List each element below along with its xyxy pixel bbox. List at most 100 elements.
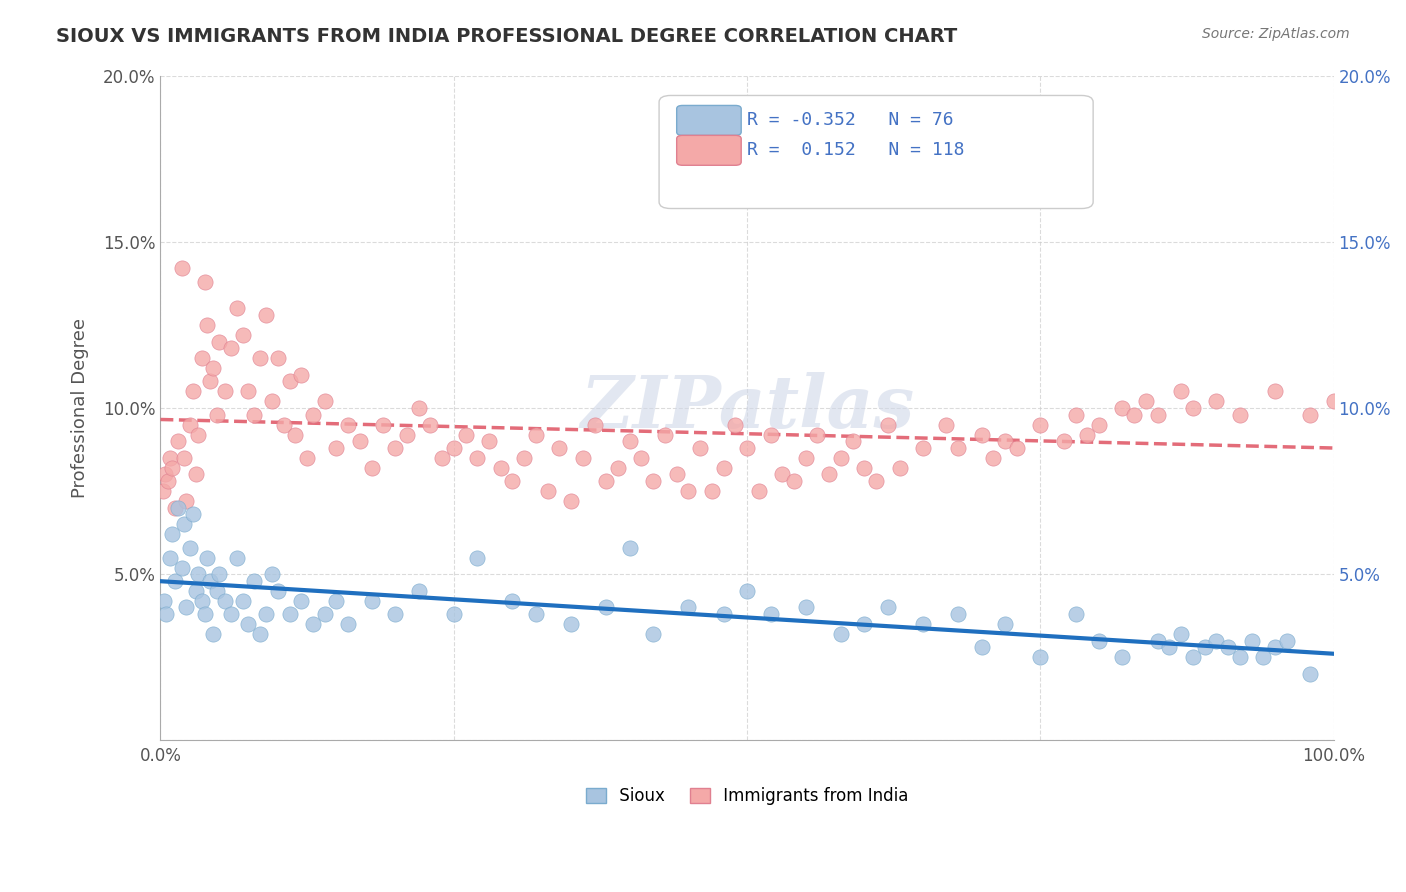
Point: [190, 594, 212, 608]
Point: [295, 450, 318, 465]
Point: [163, 500, 186, 515]
Point: [214, 384, 236, 399]
Point: [583, 417, 606, 432]
Point: [337, 617, 360, 632]
Point: [1229, 650, 1251, 665]
Point: [560, 617, 582, 632]
Point: [314, 607, 336, 621]
Text: Source: ZipAtlas.com: Source: ZipAtlas.com: [1202, 27, 1350, 41]
Point: [1064, 408, 1087, 422]
Point: [238, 617, 260, 632]
Point: [155, 607, 177, 621]
Point: [465, 550, 488, 565]
Point: [194, 607, 217, 621]
Point: [948, 607, 970, 621]
Point: [572, 450, 595, 465]
Point: [1216, 640, 1239, 655]
Point: [1181, 401, 1204, 415]
Point: [219, 607, 242, 621]
Point: [1299, 667, 1322, 681]
Point: [419, 417, 441, 432]
Point: [156, 474, 179, 488]
Point: [176, 600, 198, 615]
Point: [1381, 394, 1403, 409]
Point: [560, 494, 582, 508]
Point: [713, 607, 735, 621]
Point: [197, 318, 219, 332]
Point: [187, 567, 209, 582]
Point: [249, 627, 271, 641]
Point: [1088, 633, 1111, 648]
Point: [278, 375, 301, 389]
Point: [202, 361, 225, 376]
Point: [548, 441, 571, 455]
Point: [1159, 640, 1181, 655]
Point: [1170, 627, 1192, 641]
FancyBboxPatch shape: [676, 136, 741, 165]
Point: [302, 617, 325, 632]
Point: [513, 450, 536, 465]
Point: [1264, 640, 1286, 655]
Point: [249, 351, 271, 365]
Point: [183, 508, 205, 522]
Point: [841, 434, 863, 449]
Point: [948, 441, 970, 455]
Point: [179, 417, 201, 432]
Legend:  Sioux,  Immigrants from India: Sioux, Immigrants from India: [579, 780, 915, 812]
Point: [302, 408, 325, 422]
Point: [267, 583, 290, 598]
Point: [970, 427, 993, 442]
Point: [700, 484, 723, 499]
Point: [983, 450, 1005, 465]
Point: [524, 607, 547, 621]
Point: [349, 434, 371, 449]
Point: [202, 627, 225, 641]
Point: [232, 594, 254, 608]
Point: [759, 607, 782, 621]
Point: [152, 484, 174, 499]
Point: [501, 474, 523, 488]
Point: [1369, 408, 1392, 422]
Point: [384, 607, 406, 621]
Point: [1029, 650, 1052, 665]
Point: [783, 474, 806, 488]
Point: [167, 434, 190, 449]
Point: [1170, 384, 1192, 399]
Point: [876, 417, 898, 432]
Point: [665, 467, 688, 482]
Point: [384, 441, 406, 455]
Text: R = -0.352   N = 76: R = -0.352 N = 76: [747, 112, 953, 129]
Point: [654, 427, 676, 442]
Point: [267, 351, 290, 365]
Point: [160, 527, 183, 541]
Point: [325, 594, 347, 608]
Point: [735, 441, 758, 455]
Point: [759, 427, 782, 442]
Point: [630, 450, 652, 465]
Point: [198, 375, 221, 389]
Point: [853, 460, 876, 475]
Point: [1264, 384, 1286, 399]
Point: [179, 541, 201, 555]
Point: [190, 351, 212, 365]
Point: [524, 427, 547, 442]
Point: [337, 417, 360, 432]
Point: [443, 607, 465, 621]
Point: [1135, 394, 1157, 409]
Point: [489, 460, 512, 475]
Point: [1076, 427, 1098, 442]
Point: [748, 484, 770, 499]
FancyBboxPatch shape: [659, 95, 1092, 209]
Point: [1005, 441, 1028, 455]
Point: [465, 450, 488, 465]
Point: [208, 567, 231, 582]
Point: [1358, 401, 1381, 415]
Point: [208, 334, 231, 349]
Point: [1181, 650, 1204, 665]
Point: [1393, 384, 1406, 399]
Point: [214, 594, 236, 608]
Point: [290, 594, 312, 608]
Point: [198, 574, 221, 588]
Point: [197, 550, 219, 565]
Point: [678, 484, 700, 499]
